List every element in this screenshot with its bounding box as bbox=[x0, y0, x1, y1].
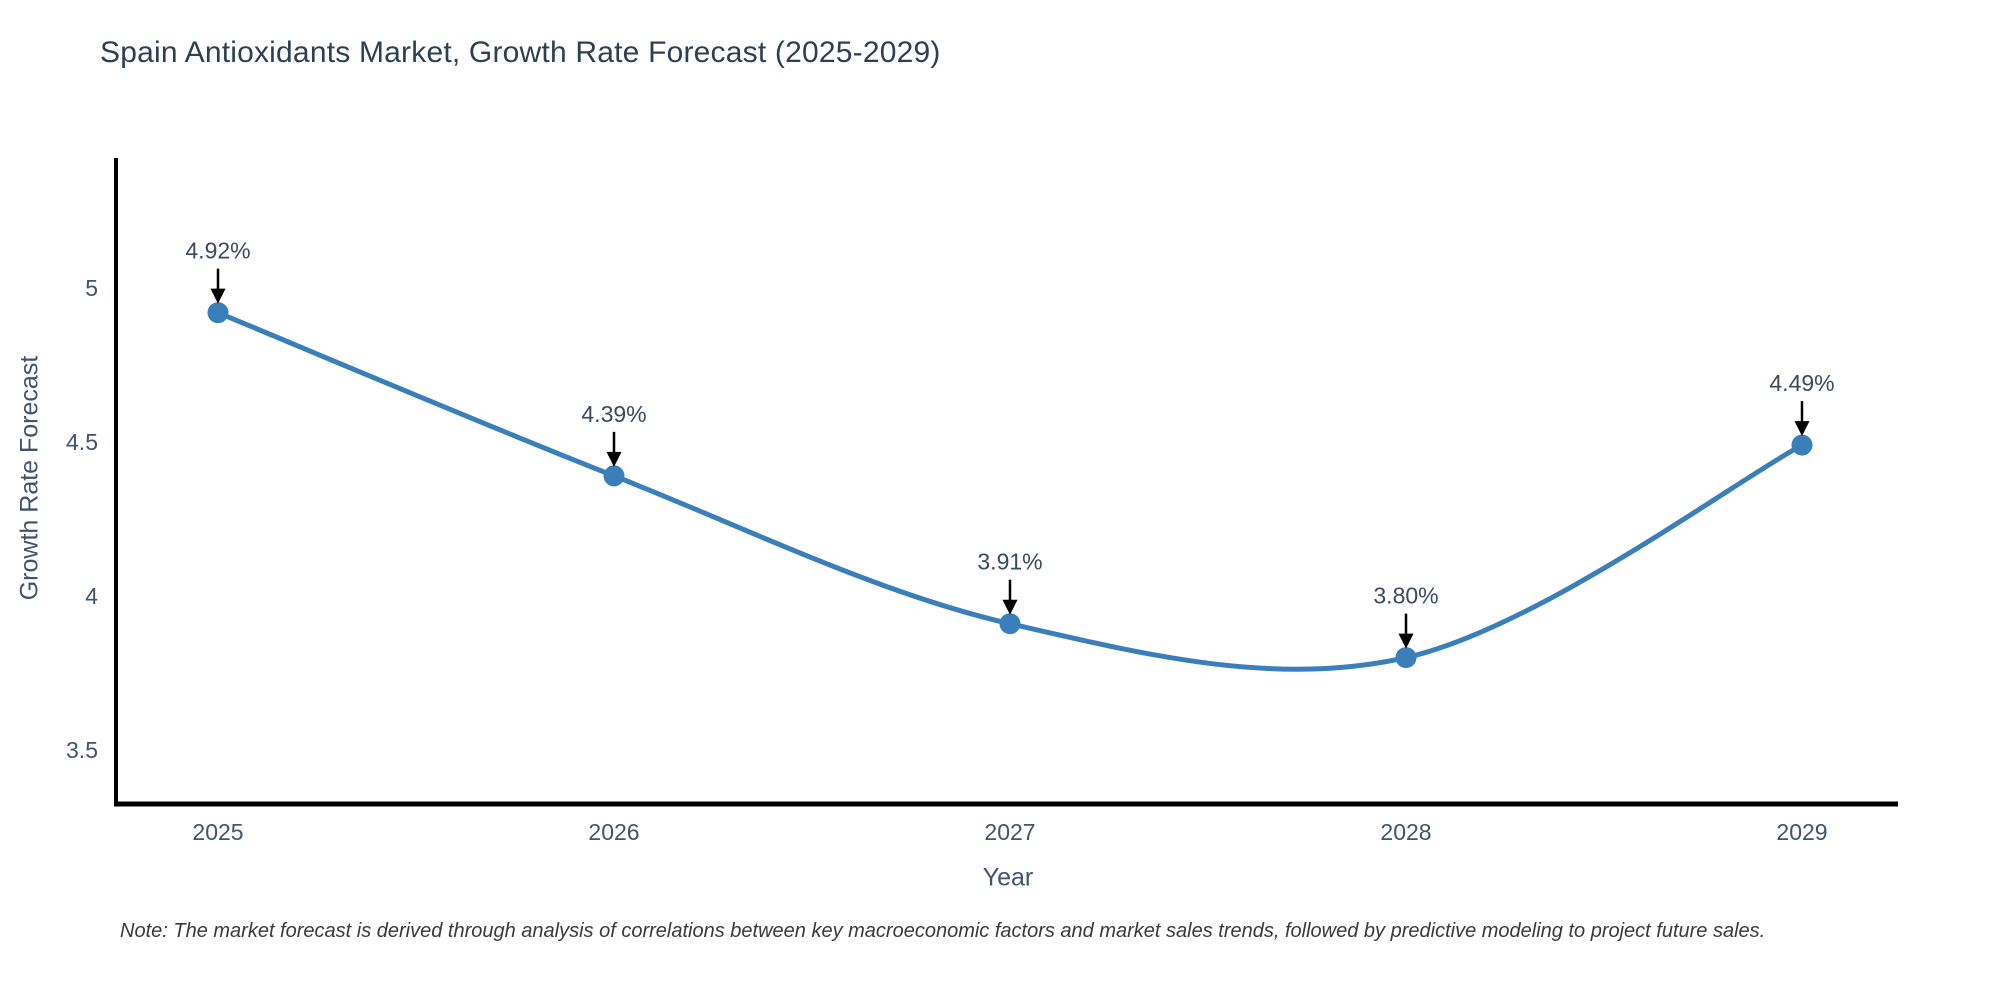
annotation-label: 4.39% bbox=[581, 401, 646, 427]
y-tick-label: 3.5 bbox=[66, 737, 98, 763]
annotation-arrow-head bbox=[1794, 421, 1810, 437]
annotation-arrow-head bbox=[210, 288, 226, 304]
annotation-arrow-head bbox=[606, 451, 622, 467]
x-tick-label: 2028 bbox=[1380, 819, 1431, 845]
x-tick-label: 2027 bbox=[984, 819, 1035, 845]
annotation-arrow-head bbox=[1398, 633, 1414, 649]
x-axis-title: Year bbox=[982, 863, 1034, 892]
x-tick-label: 2025 bbox=[192, 819, 243, 845]
footnote: Note: The market forecast is derived thr… bbox=[120, 920, 1766, 942]
x-tick-label: 2026 bbox=[588, 819, 639, 845]
annotation-label: 4.49% bbox=[1769, 370, 1834, 396]
y-tick-label: 5 bbox=[85, 275, 98, 301]
annotation-label: 4.92% bbox=[185, 238, 250, 264]
x-tick-label: 2029 bbox=[1776, 819, 1827, 845]
y-tick-label: 4.5 bbox=[66, 429, 98, 455]
y-tick-label: 4 bbox=[85, 583, 98, 609]
data-point-marker bbox=[1395, 647, 1417, 669]
chart-title: Spain Antioxidants Market, Growth Rate F… bbox=[100, 36, 941, 69]
data-point-marker bbox=[1791, 434, 1813, 456]
data-point-marker bbox=[603, 465, 625, 487]
annotation-label: 3.91% bbox=[977, 549, 1042, 575]
data-point-marker bbox=[207, 302, 229, 324]
data-point-marker bbox=[999, 613, 1021, 635]
annotation-label: 3.80% bbox=[1373, 583, 1438, 609]
annotation-arrow-head bbox=[1002, 599, 1018, 615]
